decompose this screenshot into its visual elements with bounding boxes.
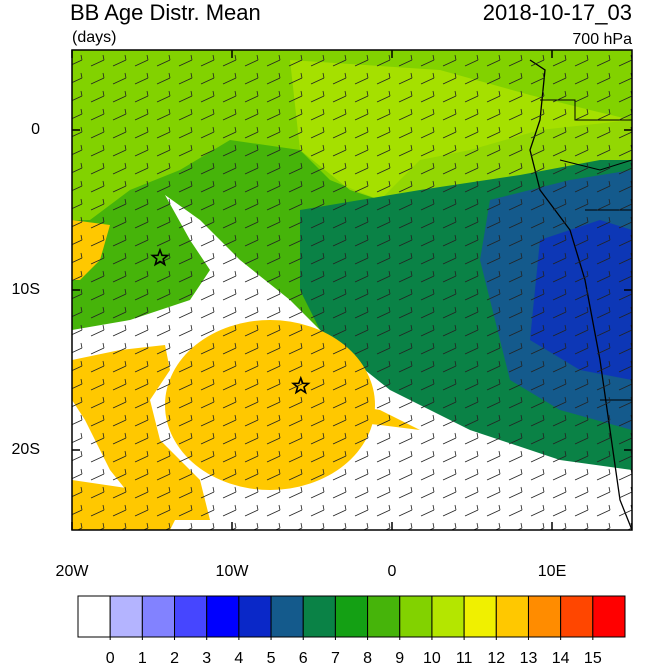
colorbar-label: 6 — [299, 650, 308, 667]
x-tick-label: 0 — [388, 563, 397, 580]
colorbar-box — [141, 595, 176, 638]
colorbar-label: 4 — [234, 650, 243, 667]
colorbar-box — [495, 595, 529, 638]
y-tick-label: 0 — [31, 121, 40, 138]
colorbar-box — [527, 595, 562, 638]
y-tick-label: 10S — [12, 281, 40, 298]
colorbar-box — [238, 595, 272, 638]
colorbar-box — [109, 595, 143, 638]
date: 2018-10-17_03 — [483, 0, 632, 25]
colorbar-label: 12 — [487, 650, 505, 667]
colorbar-box — [560, 595, 594, 638]
colorbar-label: 3 — [202, 650, 211, 667]
colorbar-label: 10 — [423, 650, 441, 667]
colorbar-label: 11 — [456, 650, 473, 667]
x-tick-label: 10E — [538, 563, 566, 580]
units: (days) — [72, 29, 116, 46]
colorbar-label: 13 — [520, 650, 538, 667]
title: BB Age Distr. Mean — [70, 0, 261, 25]
colorbar-label: 9 — [395, 650, 404, 667]
colorbar-box — [431, 595, 465, 638]
colorbar-box — [463, 595, 497, 638]
colorbar-label: 5 — [267, 650, 276, 667]
site-marker — [291, 375, 311, 395]
colorbar-box — [399, 595, 433, 638]
x-tick-label: 10W — [216, 563, 250, 580]
colorbar-box — [77, 595, 111, 638]
colorbar-label: 2 — [170, 650, 179, 667]
site-marker — [150, 247, 170, 267]
colorbar-box — [592, 595, 626, 638]
colorbar-label: 1 — [138, 650, 147, 667]
colorbar-box — [367, 595, 401, 638]
colorbar-label: 7 — [331, 650, 340, 667]
colorbar-box — [302, 595, 336, 638]
colorbar-label: 8 — [363, 650, 372, 667]
colorbar-label: 15 — [584, 650, 602, 667]
colorbar-label: 14 — [552, 650, 570, 667]
x-tick-label: 20W — [56, 563, 90, 580]
colorbar-box — [334, 595, 369, 638]
level: 700 hPa — [572, 31, 632, 48]
field — [72, 50, 632, 530]
colorbar-box — [174, 595, 208, 638]
colorbar-label: 0 — [106, 650, 115, 667]
wind-barbs — [72, 50, 632, 530]
y-tick-label: 20S — [12, 441, 40, 458]
colorbar-box — [270, 595, 304, 638]
colorbar-box — [206, 595, 240, 638]
